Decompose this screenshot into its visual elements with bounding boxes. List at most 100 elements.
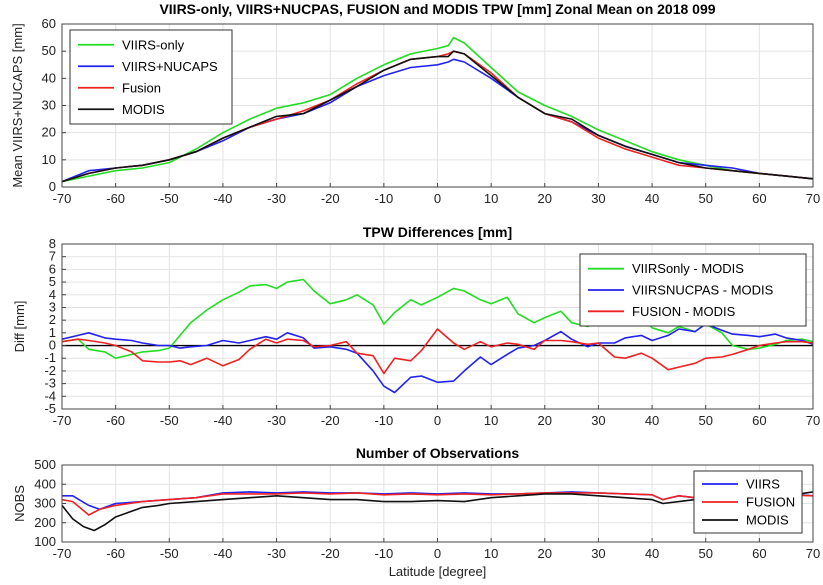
x-tick-label: -30 xyxy=(267,413,286,428)
x-tick-label: 0 xyxy=(434,546,441,561)
y-tick-label: 8 xyxy=(49,236,56,251)
x-tick-label: 60 xyxy=(752,413,766,428)
legend-label: VIIRSonly - MODIS xyxy=(632,261,744,276)
x-tick-label: -40 xyxy=(214,546,233,561)
x-tick-label: 60 xyxy=(752,546,766,561)
x-tick-label: -70 xyxy=(53,413,72,428)
chart-title: TPW Differences [mm] xyxy=(363,224,512,240)
legend: VIIRS-only VIIRS+NUCAPS Fusion MODIS xyxy=(69,29,233,125)
x-tick-label: 20 xyxy=(538,413,552,428)
y-tick-label: 40 xyxy=(42,70,56,85)
y-tick-label: 300 xyxy=(34,496,56,511)
y-tick-label: 400 xyxy=(34,476,56,491)
y-tick-label: -4 xyxy=(44,388,56,403)
y-tick-label: 10 xyxy=(42,152,56,167)
x-tick-label: 60 xyxy=(752,191,766,206)
x-tick-label: -60 xyxy=(106,413,125,428)
y-tick-label: 20 xyxy=(42,125,56,140)
x-tick-label: 50 xyxy=(698,191,712,206)
y-tick-label: 60 xyxy=(42,16,56,31)
y-tick-label: 500 xyxy=(34,457,56,472)
legend: VIIRS FUSION MODIS xyxy=(693,470,803,534)
x-tick-label: 0 xyxy=(434,413,441,428)
legend-label: VIIRS+NUCAPS xyxy=(122,59,218,74)
x-tick-label: -70 xyxy=(53,546,72,561)
legend-label: MODIS xyxy=(122,102,165,117)
legend-box xyxy=(69,29,233,125)
x-tick-label: 70 xyxy=(806,413,820,428)
y-axis-label: NOBS xyxy=(12,485,27,522)
legend-label: VIIRS-only xyxy=(122,37,185,52)
x-tick-label: 0 xyxy=(434,191,441,206)
x-tick-label: -30 xyxy=(267,191,286,206)
x-tick-label: 40 xyxy=(645,546,659,561)
legend-label: VIIRS xyxy=(746,477,780,492)
series-line-modis xyxy=(61,491,814,532)
x-tick-label: 50 xyxy=(698,546,712,561)
legend-label: FUSION - MODIS xyxy=(632,304,736,319)
series-line-viirs-only xyxy=(61,36,814,183)
x-tick-label: 10 xyxy=(484,546,498,561)
chart-panel-2: -70 -60 -50 -40 -30 -20 -10 0 10 20 30 40 50 60 70-5-4… xyxy=(12,224,820,428)
x-tick-label: -10 xyxy=(374,546,393,561)
legend-label: Fusion xyxy=(122,80,161,95)
series-line-viirsonly-modis xyxy=(61,278,814,360)
x-tick-label: -50 xyxy=(160,191,179,206)
y-axis-label: Mean VIIRS+NUCAPS [mm] xyxy=(10,23,25,187)
y-tick-label: -5 xyxy=(44,401,56,416)
series-line-fusion-modis xyxy=(61,328,814,375)
x-tick-label: 40 xyxy=(645,191,659,206)
y-tick-label: 5 xyxy=(49,274,56,289)
x-tick-label: -50 xyxy=(160,413,179,428)
y-axis-label: Diff [mm] xyxy=(12,301,27,353)
x-tick-label: 20 xyxy=(538,546,552,561)
y-tick-label: 7 xyxy=(49,249,56,264)
x-tick-label: -50 xyxy=(160,546,179,561)
legend: VIIRSonly - MODIS VIIRSNUCPAS - MODIS FUSI… xyxy=(579,253,807,327)
series-line-modis xyxy=(61,50,814,183)
y-tick-label: 4 xyxy=(49,287,56,302)
x-tick-label: -60 xyxy=(106,546,125,561)
x-tick-label: -60 xyxy=(106,191,125,206)
y-tick-label: -3 xyxy=(44,376,56,391)
chart-panel-3: -70 -60 -50 -40 -30 -20 -10 0 10 20 30 40 50 60 70 100 2… xyxy=(12,445,820,579)
series-line-viirsnucpas-modis xyxy=(61,323,814,394)
y-tick-label: 6 xyxy=(49,261,56,276)
x-tick-label: 50 xyxy=(698,413,712,428)
legend-label: FUSION xyxy=(746,495,795,510)
x-tick-label: 30 xyxy=(591,413,605,428)
x-tick-label: -20 xyxy=(321,191,340,206)
y-tick-label: 200 xyxy=(34,515,56,530)
legend-label: VIIRSNUCPAS - MODIS xyxy=(632,283,774,298)
x-tick-label: -10 xyxy=(374,413,393,428)
chart-panel-1: -70 -60 -50 -40 -30 -20 -10 0 10 20 30 40 50 60 70 0 10 2… xyxy=(10,1,820,206)
y-tick-label: 0 xyxy=(49,338,56,353)
x-axis-label: Latitude [degree] xyxy=(389,564,487,579)
y-tick-label: 1 xyxy=(49,325,56,340)
x-tick-label: -40 xyxy=(214,191,233,206)
legend-label: MODIS xyxy=(746,513,789,528)
y-tick-label: 3 xyxy=(49,299,56,314)
x-tick-label: -20 xyxy=(321,546,340,561)
x-tick-label: 40 xyxy=(645,413,659,428)
x-tick-label: 30 xyxy=(591,546,605,561)
x-tick-label: -70 xyxy=(53,191,72,206)
y-tick-label: 30 xyxy=(42,98,56,113)
x-tick-label: 10 xyxy=(484,191,498,206)
y-tick-label: -1 xyxy=(44,350,56,365)
x-tick-label: -40 xyxy=(214,413,233,428)
y-tick-label: 2 xyxy=(49,312,56,327)
chart-title: Number of Observations xyxy=(356,445,520,461)
x-tick-label: -20 xyxy=(321,413,340,428)
x-tick-label: 70 xyxy=(806,546,820,561)
y-tick-label: 50 xyxy=(42,43,56,58)
y-tick-label: -2 xyxy=(44,363,56,378)
x-tick-label: -30 xyxy=(267,546,286,561)
y-tick-label: 0 xyxy=(49,179,56,194)
y-tick-label: 100 xyxy=(34,534,56,549)
x-tick-label: 10 xyxy=(484,413,498,428)
x-tick-label: -10 xyxy=(374,191,393,206)
x-tick-label: 70 xyxy=(806,191,820,206)
